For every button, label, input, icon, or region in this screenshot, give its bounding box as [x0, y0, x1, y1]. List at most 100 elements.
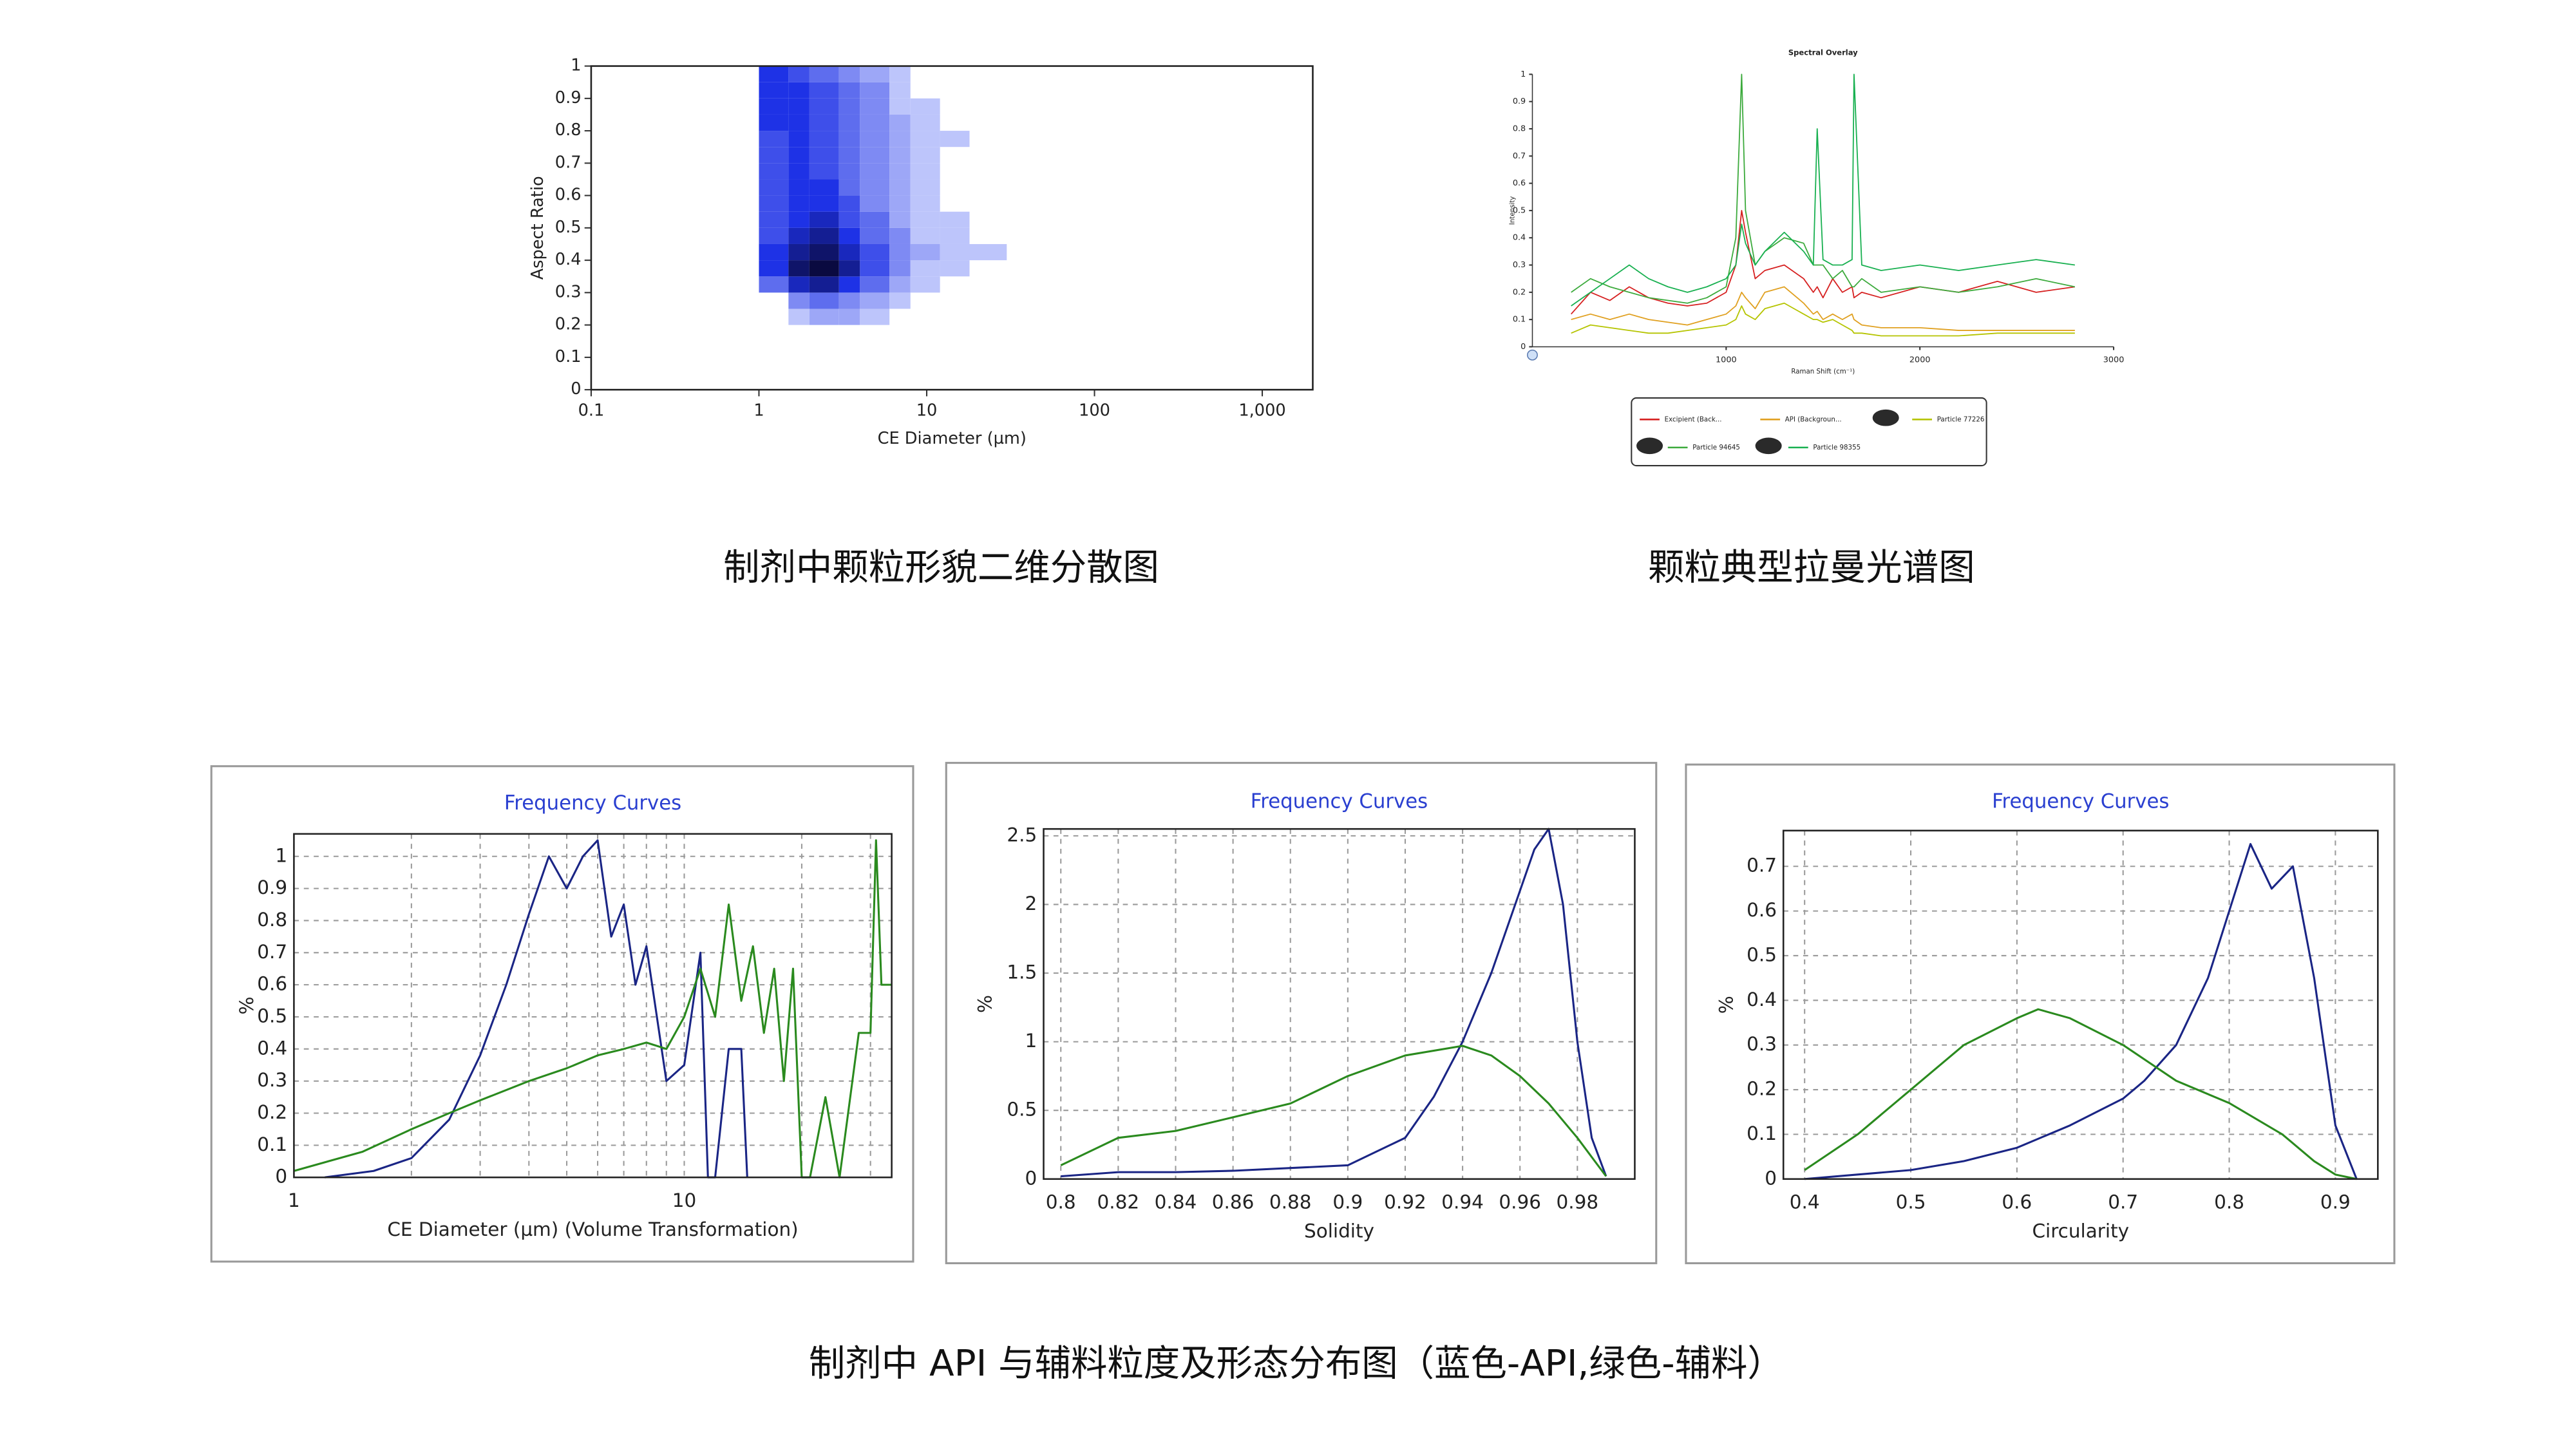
heatmap-cell — [759, 308, 788, 325]
heatmap-cell — [969, 147, 1007, 163]
heatmap-cell — [838, 82, 860, 99]
chart-title: Frequency Curves — [504, 791, 681, 815]
x-tick-label: 0.7 — [2108, 1191, 2138, 1213]
heatmap-cell — [860, 66, 890, 82]
y-tick-label: 0.9 — [257, 876, 287, 898]
heatmap-cell — [788, 276, 810, 293]
heatmap-cell — [860, 147, 890, 164]
heatmap-cell — [910, 195, 940, 212]
x-tick-label: 3000 — [2103, 355, 2125, 365]
x-tick-label: 0.4 — [1790, 1191, 1820, 1213]
y-tick-label: 0.5 — [1747, 943, 1777, 965]
chart-title: Frequency Curves — [1992, 790, 2169, 813]
heatmap-cell — [940, 82, 970, 99]
heatmap-cell — [809, 147, 839, 164]
chart-title: Frequency Curves — [1251, 790, 1428, 813]
heatmap-cell — [809, 308, 839, 325]
heatmap-cell — [889, 147, 911, 164]
heatmap-cell — [889, 243, 911, 261]
y-tick-label: 2 — [1025, 893, 1037, 914]
heatmap-cell — [809, 195, 839, 212]
y-tick-label: 0.9 — [555, 88, 582, 108]
heatmap-cell — [838, 66, 860, 82]
series-line — [1061, 828, 1607, 1178]
y-tick-label: 0.3 — [1747, 1033, 1777, 1055]
y-tick-label: 0.4 — [257, 1037, 287, 1059]
heatmap-cell — [759, 82, 789, 99]
series-line — [1571, 302, 2075, 337]
heatmap-cell — [969, 308, 1007, 325]
x-tick-label: 0.86 — [1212, 1191, 1255, 1213]
x-tick-label: 2000 — [1909, 355, 1931, 365]
heatmap-cell — [788, 114, 810, 131]
x-tick-label: 0.1 — [578, 401, 605, 420]
y-tick-label: 0.8 — [555, 120, 582, 140]
heatmap-cell — [940, 292, 970, 308]
heatmap-cell — [969, 82, 1007, 99]
heatmap-cell — [788, 195, 810, 212]
heatmap-cell — [969, 66, 1007, 82]
heatmap-cell — [809, 114, 839, 131]
heatmap-cell — [860, 82, 890, 99]
x-tick-label: 10 — [672, 1189, 697, 1211]
heatmap-cell — [838, 195, 860, 212]
x-axis-label: Raman Shift (cm⁻¹) — [1791, 368, 1855, 375]
heatmap-cell — [860, 98, 890, 115]
x-tick-label: 0.96 — [1499, 1191, 1541, 1213]
heatmap-cell — [860, 227, 890, 244]
heatmap-cell — [940, 66, 970, 82]
heatmap-cell — [969, 163, 1007, 179]
heatmap-cell — [860, 292, 890, 309]
y-tick-label: 0.8 — [1513, 124, 1526, 133]
y-axis-label: % — [1716, 996, 1738, 1014]
heatmap-cell — [809, 131, 839, 147]
heatmap-cell — [940, 196, 970, 212]
x-tick-label: 0.98 — [1557, 1191, 1599, 1213]
y-tick-label: 0.5 — [555, 218, 582, 237]
axis-icon — [1527, 349, 1538, 361]
heatmap-cell — [788, 227, 810, 244]
y-tick-label: 0.3 — [555, 282, 582, 301]
x-tick-label: 0.92 — [1384, 1191, 1426, 1213]
series-line — [1571, 73, 2076, 304]
heatmap-cell — [911, 308, 940, 325]
heatmap-cell — [788, 260, 810, 277]
heatmap-cell — [940, 131, 970, 147]
legend-box — [1631, 397, 1987, 467]
heatmap-cell — [910, 98, 940, 115]
heatmap-cell — [860, 114, 890, 131]
series-line — [1571, 73, 2075, 307]
heatmap-cell — [860, 260, 890, 277]
heatmap-cell — [838, 260, 860, 277]
x-axis-label: CE Diameter (µm) (Volume Transformation) — [387, 1218, 798, 1240]
heatmap-cell — [889, 82, 911, 99]
heatmap-cell — [838, 243, 860, 261]
heatmap-cell — [759, 98, 789, 115]
heatmap-cell — [940, 243, 970, 261]
y-tick-label: 0.7 — [257, 941, 287, 963]
y-tick-label: 0.4 — [555, 250, 582, 269]
heatmap-cell — [838, 308, 860, 325]
x-tick-label: 1 — [753, 401, 764, 420]
heatmap-cell — [788, 66, 810, 82]
heatmap-cell — [860, 211, 890, 228]
heatmap-cell — [940, 163, 970, 179]
heatmap-cell — [788, 179, 810, 196]
y-tick-label: 0.4 — [1747, 989, 1777, 1010]
heatmap-cell — [940, 115, 970, 131]
heatmap-cell — [911, 82, 940, 99]
series-line — [1804, 1008, 2357, 1180]
heatmap-cell — [889, 227, 911, 244]
heatmap-cell — [838, 131, 860, 147]
heatmap-cell — [838, 114, 860, 131]
heatmap-cell — [940, 227, 970, 244]
heatmap-cell — [809, 66, 839, 82]
panel-border — [210, 765, 914, 1263]
series-line — [1804, 843, 2358, 1180]
x-tick-label: 0.8 — [1046, 1191, 1076, 1213]
heatmap-cell — [910, 131, 940, 147]
heatmap-cell — [759, 243, 789, 261]
heatmap-cell — [911, 292, 940, 308]
heatmap-cell — [809, 179, 839, 196]
